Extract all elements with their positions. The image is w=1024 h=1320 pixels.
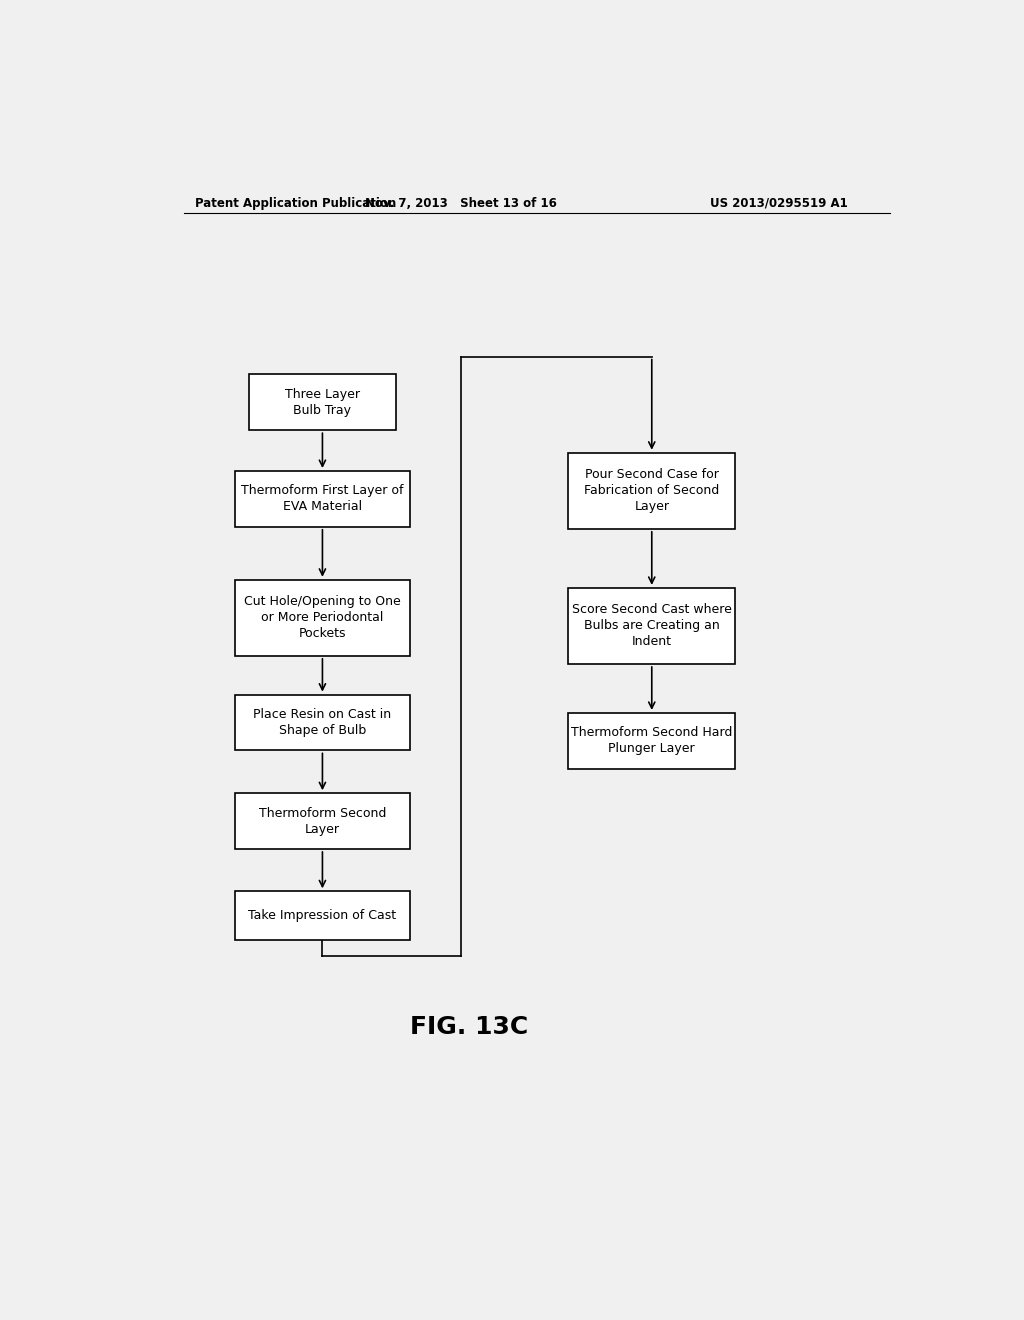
FancyBboxPatch shape — [568, 713, 735, 768]
FancyBboxPatch shape — [236, 891, 410, 940]
FancyBboxPatch shape — [568, 587, 735, 664]
FancyBboxPatch shape — [236, 793, 410, 849]
Text: FIG. 13C: FIG. 13C — [411, 1015, 528, 1039]
Text: Thermoform First Layer of
EVA Material: Thermoform First Layer of EVA Material — [242, 484, 403, 513]
FancyBboxPatch shape — [236, 471, 410, 527]
FancyBboxPatch shape — [568, 453, 735, 529]
Text: Thermoform Second
Layer: Thermoform Second Layer — [259, 807, 386, 836]
Text: Place Resin on Cast in
Shape of Bulb: Place Resin on Cast in Shape of Bulb — [253, 708, 391, 737]
Text: Thermoform Second Hard
Plunger Layer: Thermoform Second Hard Plunger Layer — [571, 726, 732, 755]
Text: Patent Application Publication: Patent Application Publication — [196, 197, 396, 210]
Text: Nov. 7, 2013   Sheet 13 of 16: Nov. 7, 2013 Sheet 13 of 16 — [366, 197, 557, 210]
Text: Take Impression of Cast: Take Impression of Cast — [249, 909, 396, 923]
FancyBboxPatch shape — [236, 694, 410, 751]
Text: Score Second Cast where
Bulbs are Creating an
Indent: Score Second Cast where Bulbs are Creati… — [571, 603, 732, 648]
Text: Pour Second Case for
Fabrication of Second
Layer: Pour Second Case for Fabrication of Seco… — [584, 469, 720, 513]
FancyBboxPatch shape — [236, 579, 410, 656]
Text: Cut Hole/Opening to One
or More Periodontal
Pockets: Cut Hole/Opening to One or More Periodon… — [244, 595, 400, 640]
FancyBboxPatch shape — [249, 375, 396, 430]
Text: US 2013/0295519 A1: US 2013/0295519 A1 — [710, 197, 848, 210]
Text: Three Layer
Bulb Tray: Three Layer Bulb Tray — [285, 388, 359, 417]
